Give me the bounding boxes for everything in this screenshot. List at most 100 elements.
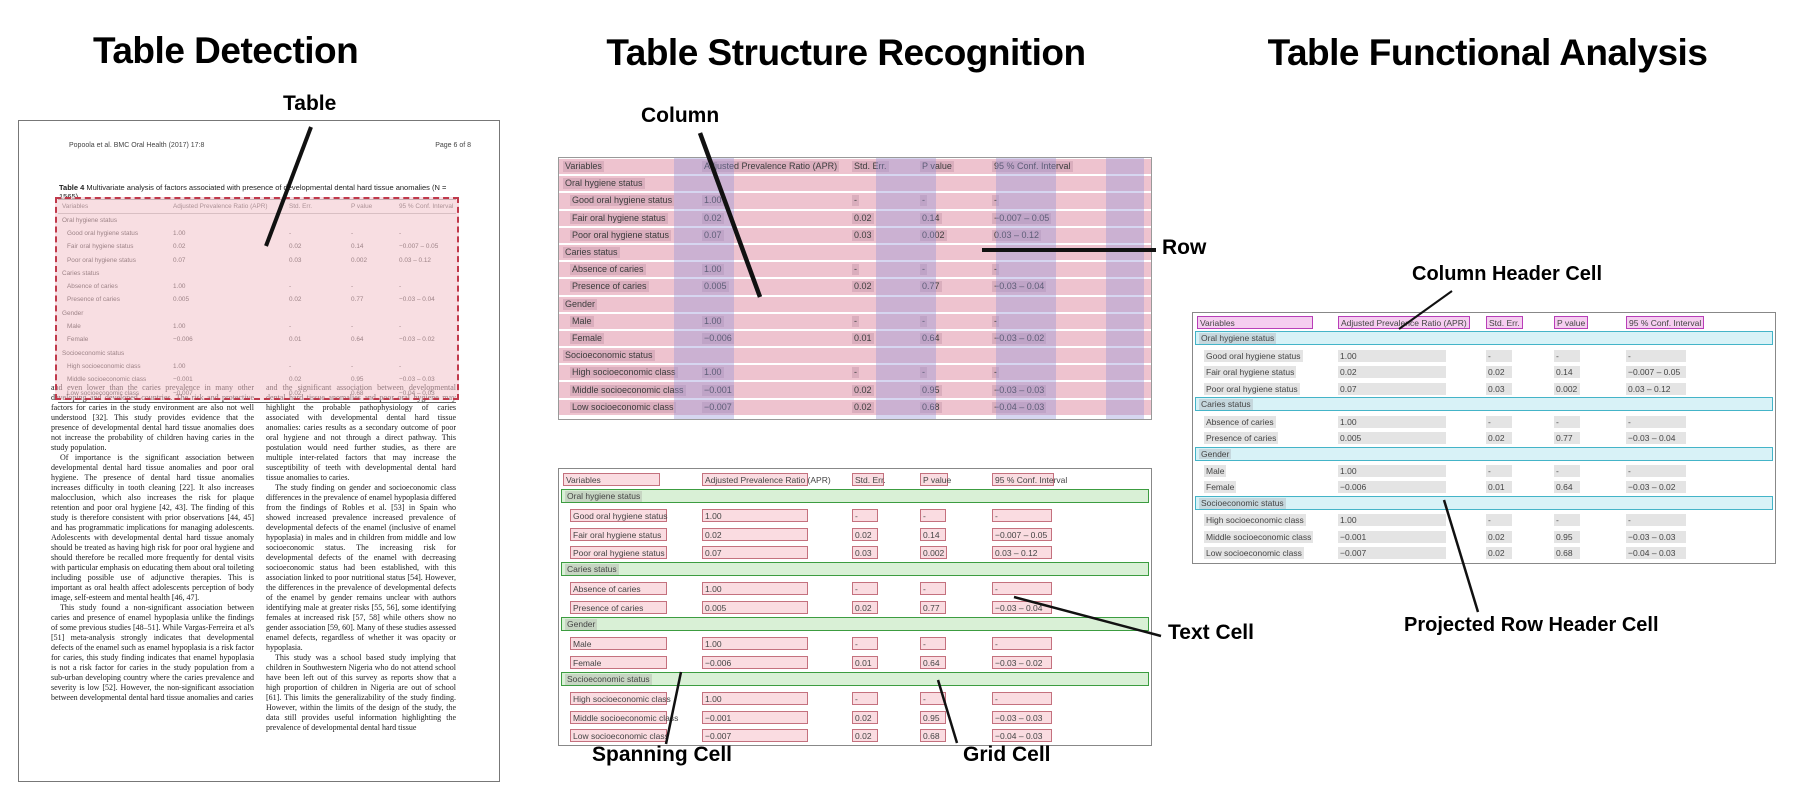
spanning-cell: Gender (561, 617, 1149, 632)
body-paragraph: The study finding on gender and socioeco… (266, 483, 456, 652)
cell-text: Female (1204, 481, 1237, 494)
cell-text: 0.03 – 0.12 (992, 545, 1052, 559)
cell-text: Socioeconomic status (563, 350, 655, 362)
cell-text: 0.68 (920, 728, 946, 742)
cell-text: - (1626, 349, 1686, 362)
table-row: Female −0.006 0.01 0.64 −0.03 – 0.02 (559, 330, 1151, 347)
table-row: Oral hygiene status (559, 176, 1151, 192)
cell-text: Low socioeconomic class (1204, 547, 1304, 560)
cell-text: 0.02 (1486, 530, 1512, 543)
table-row: Female −0.006 0.01 0.64 −0.03 – 0.02 (559, 654, 1151, 670)
cell-text: Poor oral hygiene status (1204, 382, 1300, 395)
body-paragraph: This study was a school based study impl… (266, 653, 456, 732)
cell-text: 1.00 (702, 264, 724, 276)
header-cell: Std. Err. (852, 161, 889, 173)
cell-text: Low socioeconomic class (570, 401, 676, 413)
cell-text: −0.04 – 0.03 (1626, 547, 1686, 560)
cell-text: 1.00 (1338, 349, 1446, 362)
cell-text: - (1626, 464, 1686, 477)
cell-text: 0.77 (920, 281, 942, 293)
cell-text: - (992, 315, 999, 327)
table-row: High socioeconomic class 1.00 - - - (559, 691, 1151, 707)
structure-rows-columns-table: Variables Adjusted Prevalence Ratio (APR)… (558, 157, 1152, 420)
cell-text: - (920, 509, 946, 523)
table-row: Middle socioeconomic class −0.001 0.02 0.95… (559, 709, 1151, 725)
cell-text: - (852, 582, 878, 596)
panel-title-table-detection: Table Detection (93, 30, 359, 71)
table-row: Caries status (1193, 397, 1775, 412)
table-row: Female −0.006 0.01 0.64 −0.03 – 0.02 (1193, 480, 1775, 495)
cell-text: −0.007 (702, 401, 734, 413)
table-label: Table (283, 92, 337, 115)
cell-text: - (852, 195, 859, 207)
table-header-row: Variables Adjusted Prevalence Ratio (APR)… (559, 471, 1151, 487)
table-row: Presence of caries 0.005 0.02 0.77 −0.03 – 0… (559, 599, 1151, 615)
header-cell: 95 % Conf. Interval (1626, 316, 1705, 330)
cell-text: Presence of caries (1204, 431, 1279, 444)
cell-text: 0.01 (852, 332, 874, 344)
cell-text: Gender (1199, 448, 1232, 460)
header-cell: Variables (563, 472, 660, 486)
cell-text: Male (1204, 464, 1227, 477)
cell-text: - (1486, 464, 1512, 477)
table-row: Absence of caries 1.00 - - - (559, 581, 1151, 597)
cell-text: Fair oral hygiene status (570, 527, 667, 541)
cell-text: 0.03 (1486, 382, 1512, 395)
cell-text: 0.02 (852, 527, 878, 541)
spanning-cell: Socioeconomic status (561, 672, 1149, 687)
table-detection-bounding-box (55, 197, 459, 400)
cell-text: Absence of caries (1204, 415, 1276, 428)
column-label: Column (641, 104, 720, 127)
cell-text: - (992, 367, 999, 379)
cell-text: Absence of caries (570, 264, 646, 276)
cell-text: - (920, 315, 927, 327)
cell-text: 0.002 (920, 545, 948, 559)
cell-text: - (1554, 514, 1580, 527)
spanning-cell: Oral hygiene status (561, 489, 1149, 504)
page-number: Page 6 of 8 (435, 142, 471, 149)
cell-text: Female (570, 332, 605, 344)
header-cell: Std. Err. (852, 472, 886, 486)
cell-text: 1.00 (1338, 415, 1446, 428)
cell-text: 0.64 (920, 655, 946, 669)
table-row: Presence of caries 0.005 0.02 0.77 −0.03 – 0… (559, 279, 1151, 295)
journal-running-header: Popoola et al. BMC Oral Health (2017) 17… (69, 142, 205, 149)
cell-text: - (992, 582, 1052, 596)
cell-text: −0.03 – 0.02 (992, 332, 1047, 344)
cell-text: 0.03 – 0.12 (1626, 382, 1686, 395)
cell-text: High socioeconomic class (1204, 514, 1306, 527)
cell-text: - (1554, 349, 1580, 362)
cell-text: - (1486, 514, 1512, 527)
header-cell: Variables (563, 161, 604, 173)
cell-text: 1.00 (702, 637, 808, 651)
cell-text: High socioeconomic class (570, 367, 678, 379)
cell-text: 0.14 (920, 212, 942, 224)
functional-analysis-table: Variables Adjusted Prevalence Ratio (APR)… (1192, 312, 1776, 564)
cell-text: −0.006 (1338, 481, 1446, 494)
cell-text: −0.03 – 0.04 (992, 281, 1047, 293)
cell-text: 0.77 (1554, 431, 1580, 444)
cell-text: - (1554, 464, 1580, 477)
cell-text: - (852, 692, 878, 706)
table-row: Male 1.00 - - - (1193, 463, 1775, 478)
cell-text: Presence of caries (570, 600, 667, 614)
cell-text: Good oral hygiene status (570, 195, 675, 207)
cell-text: −0.006 (702, 332, 734, 344)
cell-text: −0.04 – 0.03 (992, 401, 1047, 413)
cell-text: Caries status (565, 564, 619, 575)
projected-row-header-cell: Caries status (1195, 397, 1773, 412)
cell-text: Middle socioeconomic class (570, 384, 686, 396)
header-cell: Std. Err. (1486, 316, 1523, 330)
cell-text: - (920, 264, 927, 276)
cell-text: 1.00 (702, 582, 808, 596)
cell-text: −0.03 – 0.03 (1626, 530, 1686, 543)
document-page: Popoola et al. BMC Oral Health (2017) 17… (18, 120, 500, 782)
cell-text: Fair oral hygiene status (1204, 366, 1297, 379)
cell-text: 0.07 (702, 545, 808, 559)
cell-text: - (920, 367, 927, 379)
table-row: Good oral hygiene status 1.00 - - - (559, 508, 1151, 524)
cell-text: 0.005 (702, 600, 808, 614)
cell-text: 0.07 (1338, 382, 1446, 395)
cell-text: 0.03 (852, 229, 874, 241)
table-header-row: Variables Adjusted Prevalence Ratio (APR)… (559, 159, 1151, 175)
